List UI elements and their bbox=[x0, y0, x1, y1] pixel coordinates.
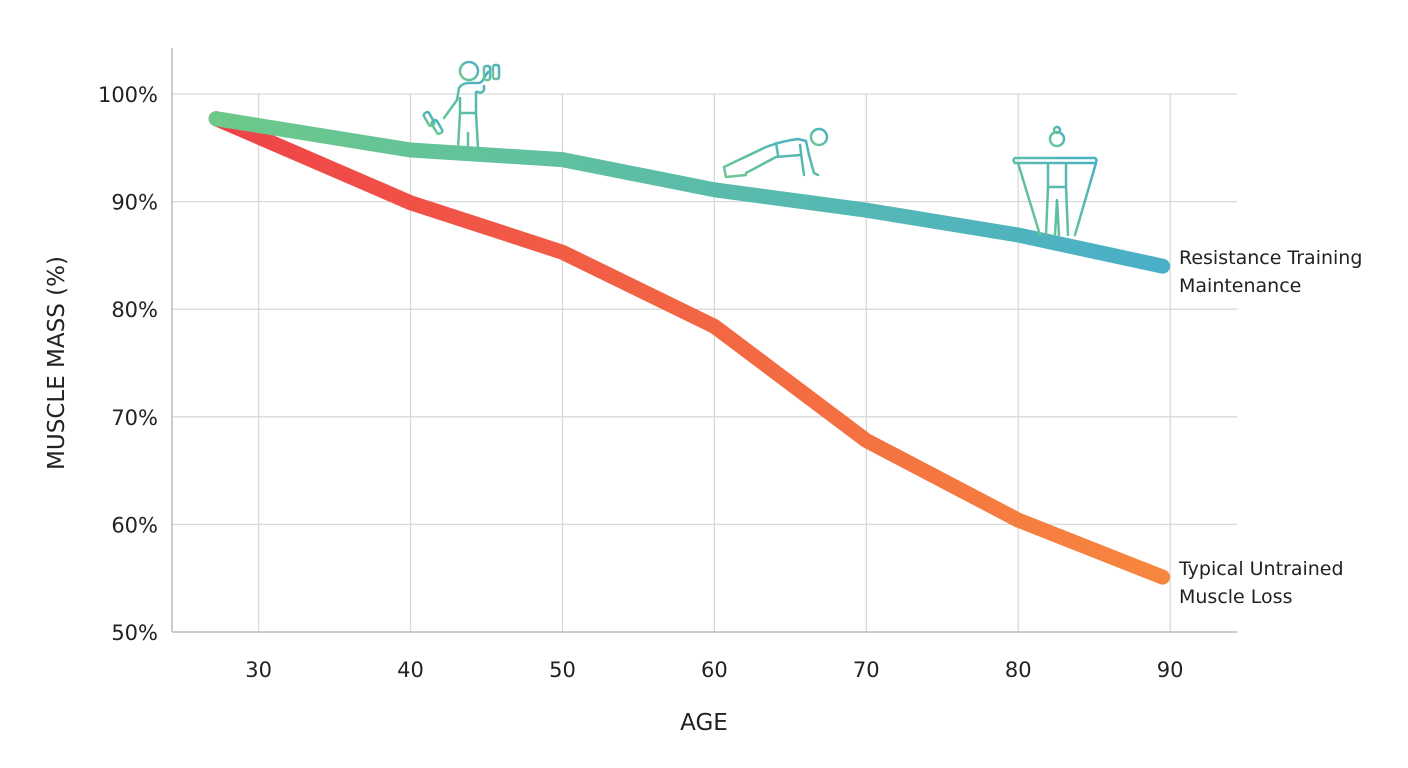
series-label: Maintenance bbox=[1179, 275, 1301, 297]
series-line-1 bbox=[208, 111, 1171, 585]
push-up-icon-part bbox=[809, 127, 829, 147]
x-tick-label: 70 bbox=[853, 658, 880, 682]
series-labels: Typical Untrained Muscle Loss Resistance T… bbox=[1178, 247, 1362, 608]
dumbbell-curl-icon-part bbox=[430, 118, 444, 136]
y-tick-label: 90% bbox=[111, 191, 158, 215]
x-tick-label: 50 bbox=[549, 658, 576, 682]
y-tick-label: 60% bbox=[111, 513, 158, 537]
series-label: Resistance Training bbox=[1179, 247, 1362, 269]
dumbbell-curl-icon-part bbox=[482, 64, 492, 82]
dumbbell-curl-icon-part bbox=[491, 63, 501, 81]
resistance-band-icon-part bbox=[1052, 125, 1062, 135]
y-tick-label: 50% bbox=[111, 621, 158, 645]
dumbbell-curl-icon-part bbox=[458, 60, 480, 82]
resistance-band-icon bbox=[1012, 125, 1098, 237]
series-label: Muscle Loss bbox=[1179, 586, 1292, 608]
x-tick-label: 80 bbox=[1005, 658, 1032, 682]
x-axis-label: AGE bbox=[680, 710, 728, 736]
x-tick-label: 60 bbox=[701, 658, 728, 682]
y-tick-label: 80% bbox=[111, 298, 158, 322]
x-tick-label: 30 bbox=[245, 658, 272, 682]
series-lines bbox=[208, 111, 1171, 585]
x-tick-label: 90 bbox=[1157, 658, 1184, 682]
series-label: Typical Untrained bbox=[1178, 558, 1344, 580]
tick-labels: 50% 60% 70% 80% 90% 100% 30 40 50 60 70 80 90 bbox=[98, 83, 1184, 682]
y-tick-label: 70% bbox=[111, 406, 158, 430]
gridlines bbox=[171, 48, 1237, 633]
x-tick-label: 40 bbox=[397, 658, 424, 682]
y-axis-label: MUSCLE MASS (%) bbox=[44, 256, 70, 470]
push-up-icon bbox=[722, 127, 829, 179]
y-tick-label: 100% bbox=[98, 83, 158, 107]
dumbbell-curl-icon bbox=[422, 60, 501, 150]
push-up-icon-part bbox=[722, 137, 820, 179]
series-line-0 bbox=[208, 111, 1171, 274]
dumbbell-curl-icon-part bbox=[442, 70, 490, 150]
resistance-band-icon-part bbox=[1012, 156, 1098, 237]
exercise-icons bbox=[422, 60, 1098, 237]
